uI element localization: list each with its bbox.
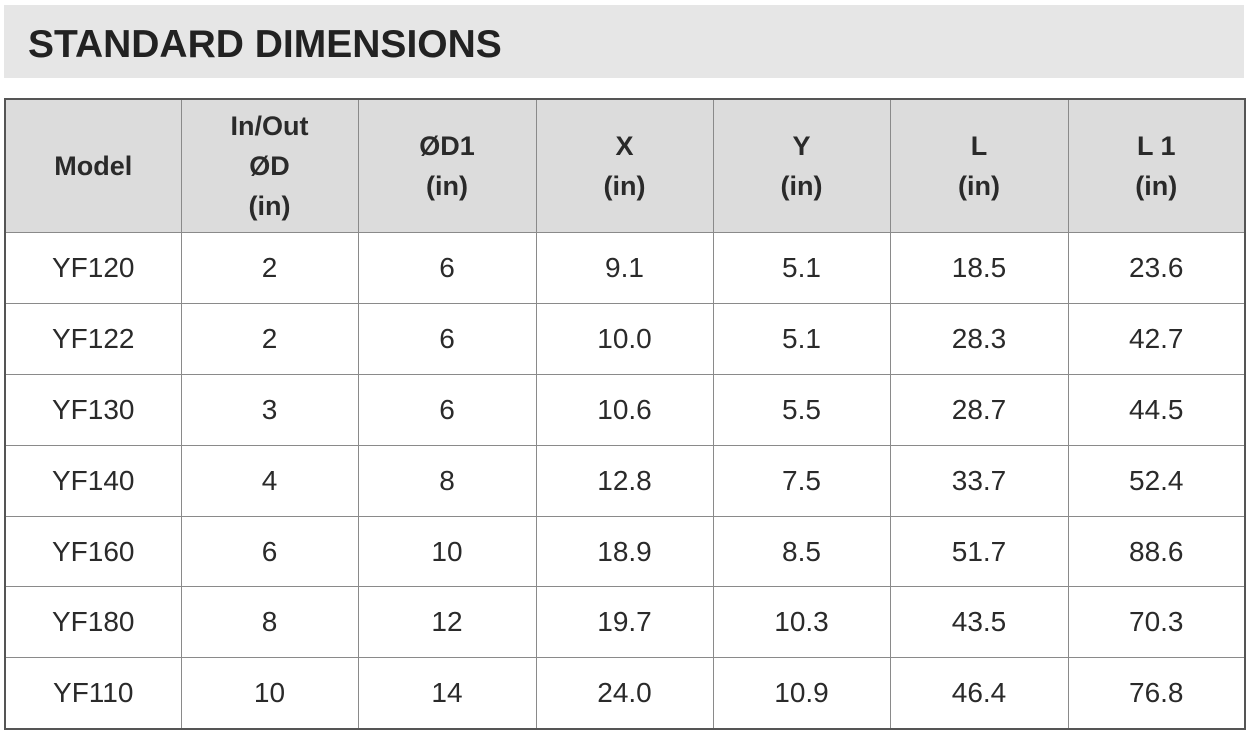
table-cell: 33.7	[889, 444, 1069, 517]
header-row: Model In/Out ØD (in) ØD1 (in) X (in) Y (in) L (in) L…	[4, 98, 1246, 233]
table-cell: 18.9	[535, 515, 714, 588]
table-cell: 43.5	[889, 586, 1069, 659]
table-cell: YF120	[4, 232, 182, 304]
table-row: YF122 2 6 10.0 5.1 28.3 42.7	[4, 302, 1246, 375]
column-header: Y (in)	[712, 98, 891, 233]
header-line: Y	[792, 131, 811, 161]
header-line: L 1	[1136, 131, 1176, 161]
header-line: (in)	[1135, 171, 1178, 201]
table-row: YF120 2 6 9.1 5.1 18.5 23.6	[4, 232, 1246, 304]
table-cell: 3	[180, 373, 359, 446]
table-cell: YF140	[4, 444, 182, 517]
table-cell: 4	[180, 444, 359, 517]
table-cell: 46.4	[889, 657, 1069, 730]
table-cell: 5.1	[712, 302, 891, 375]
table-cell: 76.8	[1067, 657, 1246, 730]
table-cell: 42.7	[1067, 302, 1246, 375]
header-line: (in)	[958, 171, 1000, 201]
table-cell: 6	[357, 373, 537, 446]
table-cell: 8.5	[712, 515, 891, 588]
table-cell: YF160	[4, 515, 182, 588]
table-row: YF140 4 8 12.8 7.5 33.7 52.4	[4, 444, 1246, 517]
table-cell: 2	[180, 232, 359, 304]
table-cell: 10.9	[712, 657, 891, 730]
column-header: X (in)	[535, 98, 714, 233]
column-header: Model	[4, 98, 182, 233]
table-cell: 12.8	[535, 444, 714, 517]
table-cell: 88.6	[1067, 515, 1246, 588]
table-cell: 19.7	[535, 586, 714, 659]
table-cell: 10.0	[535, 302, 714, 375]
table-cell: 10.6	[535, 373, 714, 446]
table-body: YF120 2 6 9.1 5.1 18.5 23.6 YF122 2 6 10.0 5.1 28.3 4…	[4, 232, 1246, 730]
table-cell: YF180	[4, 586, 182, 659]
table-cell: 6	[357, 232, 537, 304]
table-cell: 5.1	[712, 232, 891, 304]
table-cell: 12	[357, 586, 537, 659]
table-cell: 9.1	[535, 232, 714, 304]
header-line: X	[615, 131, 634, 161]
column-header: L (in)	[889, 98, 1069, 233]
column-header: In/Out ØD (in)	[180, 98, 359, 233]
table-cell: 70.3	[1067, 586, 1246, 659]
table-cell: 6	[180, 515, 359, 588]
header-line: ØD1	[419, 131, 475, 161]
table-cell: 23.6	[1067, 232, 1246, 304]
table-cell: 28.7	[889, 373, 1069, 446]
dimensions-table: Model In/Out ØD (in) ØD1 (in) X (in) Y (in) L (in) L…	[4, 98, 1246, 731]
header-line: L	[970, 131, 988, 161]
table-cell: 6	[357, 302, 537, 375]
table-cell: 10.3	[712, 586, 891, 659]
table-cell: 8	[357, 444, 537, 517]
table-cell: 28.3	[889, 302, 1069, 375]
header-line: (in)	[248, 191, 291, 221]
table-cell: 7.5	[712, 444, 891, 517]
table-row: YF160 6 10 18.9 8.5 51.7 88.6	[4, 515, 1246, 588]
header-line: (in)	[603, 171, 646, 201]
header-line: Model	[54, 151, 133, 181]
table-cell: 24.0	[535, 657, 714, 730]
table-cell: 8	[180, 586, 359, 659]
header-line: (in)	[780, 171, 823, 201]
column-header: ØD1 (in)	[357, 98, 537, 233]
table-row: YF110 10 14 24.0 10.9 46.4 76.8	[4, 657, 1246, 730]
header-line: In/Out	[230, 111, 309, 141]
header-line: (in)	[426, 171, 468, 201]
table-cell: YF130	[4, 373, 182, 446]
table-cell: 52.4	[1067, 444, 1246, 517]
table-cell: 14	[357, 657, 537, 730]
table-cell: 18.5	[889, 232, 1069, 304]
table-cell: 51.7	[889, 515, 1069, 588]
column-header: L 1 (in)	[1067, 98, 1246, 233]
table-cell: YF110	[4, 657, 182, 730]
table-row: YF180 8 12 19.7 10.3 43.5 70.3	[4, 586, 1246, 659]
table-row: YF130 3 6 10.6 5.5 28.7 44.5	[4, 373, 1246, 446]
table-cell: 44.5	[1067, 373, 1246, 446]
table-cell: 10	[357, 515, 537, 588]
header-line: ØD	[249, 151, 290, 181]
table-cell: 2	[180, 302, 359, 375]
table-cell: 10	[180, 657, 359, 730]
section-title: STANDARD DIMENSIONS	[4, 5, 1244, 78]
table-cell: 5.5	[712, 373, 891, 446]
table-cell: YF122	[4, 302, 182, 375]
